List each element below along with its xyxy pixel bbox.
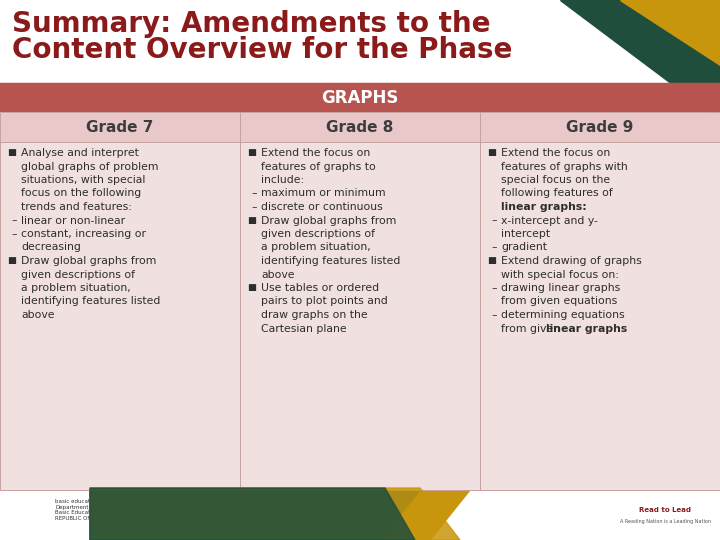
Text: Grade 8: Grade 8: [326, 119, 394, 134]
Text: linear graphs:: linear graphs:: [501, 202, 587, 212]
Text: Content Overview for the Phase: Content Overview for the Phase: [12, 36, 513, 64]
Text: linear graphs: linear graphs: [546, 323, 627, 334]
Text: above: above: [261, 269, 294, 280]
Text: ■: ■: [247, 215, 256, 225]
Text: above: above: [21, 310, 55, 320]
Text: decreasing: decreasing: [21, 242, 81, 253]
Text: basic education
Department:
Basic Education
REPUBLIC OF SOUTH AFRICA: basic education Department: Basic Educat…: [55, 499, 133, 521]
Text: a problem situation,: a problem situation,: [21, 283, 131, 293]
Text: ■: ■: [247, 148, 256, 157]
Text: Extend drawing of graphs: Extend drawing of graphs: [501, 256, 642, 266]
Text: determining equations: determining equations: [501, 310, 625, 320]
Text: Draw global graphs from: Draw global graphs from: [261, 215, 397, 226]
Text: focus on the following: focus on the following: [21, 188, 141, 199]
FancyBboxPatch shape: [480, 142, 720, 490]
FancyBboxPatch shape: [0, 142, 240, 490]
Text: discrete or continuous: discrete or continuous: [261, 202, 383, 212]
Polygon shape: [90, 490, 470, 540]
Text: constant, increasing or: constant, increasing or: [21, 229, 146, 239]
Text: Read to Lead: Read to Lead: [639, 507, 691, 513]
Polygon shape: [560, 0, 720, 120]
Text: from given: from given: [501, 323, 564, 334]
Text: from given equations: from given equations: [501, 296, 617, 307]
Text: gradient: gradient: [501, 242, 547, 253]
Text: Extend the focus on: Extend the focus on: [501, 148, 611, 158]
FancyBboxPatch shape: [0, 490, 720, 540]
Text: identifying features listed: identifying features listed: [21, 296, 161, 307]
Text: a problem situation,: a problem situation,: [261, 242, 371, 253]
FancyBboxPatch shape: [0, 112, 240, 142]
Text: trends and features:: trends and features:: [21, 202, 132, 212]
Text: given descriptions of: given descriptions of: [261, 229, 375, 239]
Text: –: –: [491, 242, 497, 253]
Text: drawing linear graphs: drawing linear graphs: [501, 283, 620, 293]
Text: –: –: [11, 215, 17, 226]
Text: ■: ■: [7, 256, 16, 265]
Text: ■: ■: [7, 148, 16, 157]
Polygon shape: [620, 0, 720, 65]
FancyBboxPatch shape: [0, 0, 720, 85]
Text: –: –: [251, 202, 256, 212]
Text: draw graphs on the: draw graphs on the: [261, 310, 368, 320]
FancyBboxPatch shape: [240, 142, 480, 490]
Text: Draw global graphs from: Draw global graphs from: [21, 256, 156, 266]
Text: features of graphs to: features of graphs to: [261, 161, 376, 172]
Text: pairs to plot points and: pairs to plot points and: [261, 296, 388, 307]
FancyBboxPatch shape: [0, 84, 720, 112]
Text: Use tables or ordered: Use tables or ordered: [261, 283, 379, 293]
Text: identifying features listed: identifying features listed: [261, 256, 400, 266]
Text: –: –: [491, 310, 497, 320]
Text: A Reading Nation is a Leading Nation: A Reading Nation is a Leading Nation: [619, 519, 711, 524]
Text: Grade 9: Grade 9: [567, 119, 634, 134]
Text: include:: include:: [261, 175, 304, 185]
Text: Analyse and interpret: Analyse and interpret: [21, 148, 139, 158]
Text: Summary: Amendments to the: Summary: Amendments to the: [12, 10, 490, 38]
Polygon shape: [90, 488, 415, 540]
FancyBboxPatch shape: [240, 112, 480, 142]
Text: given descriptions of: given descriptions of: [21, 269, 135, 280]
Text: –: –: [11, 229, 17, 239]
Text: –: –: [251, 188, 256, 199]
Text: –: –: [491, 283, 497, 293]
Text: intercept: intercept: [501, 229, 550, 239]
Text: ■: ■: [247, 283, 256, 292]
Text: –: –: [491, 215, 497, 226]
Text: with special focus on:: with special focus on:: [501, 269, 619, 280]
Text: Extend the focus on: Extend the focus on: [261, 148, 370, 158]
Text: GRAPHS: GRAPHS: [321, 89, 399, 107]
Text: linear or non-linear: linear or non-linear: [21, 215, 125, 226]
Text: Grade 7: Grade 7: [86, 119, 153, 134]
Text: Cartesian plane: Cartesian plane: [261, 323, 346, 334]
Polygon shape: [90, 490, 420, 540]
Text: features of graphs with: features of graphs with: [501, 161, 628, 172]
Text: global graphs of problem: global graphs of problem: [21, 161, 158, 172]
Text: special focus on the: special focus on the: [501, 175, 610, 185]
Text: ■: ■: [487, 256, 496, 265]
Polygon shape: [90, 488, 460, 540]
Text: situations, with special: situations, with special: [21, 175, 145, 185]
Text: x-intercept and y-: x-intercept and y-: [501, 215, 598, 226]
Text: ■: ■: [487, 148, 496, 157]
Text: maximum or minimum: maximum or minimum: [261, 188, 386, 199]
FancyBboxPatch shape: [480, 112, 720, 142]
Text: following features of: following features of: [501, 188, 613, 199]
